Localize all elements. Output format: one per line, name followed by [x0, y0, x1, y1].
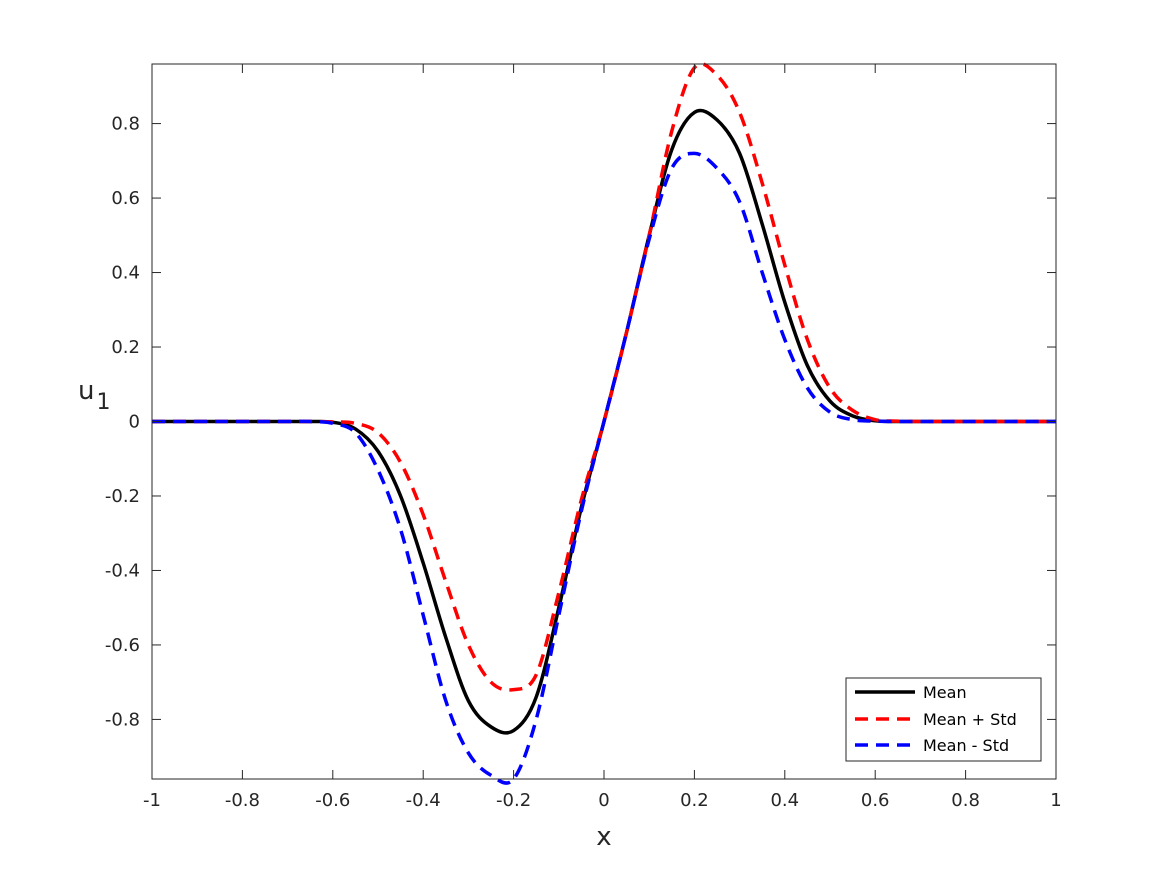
x-tick-label: 0.6: [861, 790, 890, 811]
y-axis-label-main: u: [78, 376, 94, 406]
tick-marks: [151, 64, 1057, 779]
y-axis-label-subscript: 1: [96, 390, 110, 415]
x-axis-label: x: [596, 822, 611, 852]
x-tick-labels: -1 -0.8 -0.6 -0.4 -0.2 0 0.2 0.4 0.6 0.8 1: [143, 790, 1062, 811]
x-tick-label: -0.8: [225, 790, 260, 811]
y-axis-label: u1: [78, 376, 110, 415]
x-tick-label: 0.8: [951, 790, 980, 811]
y-tick-label: 0.6: [111, 188, 140, 209]
y-tick-label: 0.2: [111, 337, 140, 358]
x-tick-label: 1: [1050, 790, 1061, 811]
x-tick-label: 0.4: [770, 790, 799, 811]
series-line-mean-std: [152, 62, 1056, 692]
y-tick-label: 0.8: [111, 114, 140, 135]
series-line-mean-std: [152, 151, 1056, 785]
series-layer: [152, 62, 1056, 785]
x-tick-label: -0.4: [406, 790, 441, 811]
y-tick-label: -0.4: [105, 560, 140, 581]
legend-label-mean-minus-std: Mean - Std: [923, 736, 1009, 755]
y-tick-labels: -0.8 -0.6 -0.4 -0.2 0 0.2 0.4 0.6 0.8: [105, 114, 140, 731]
legend-label-mean-plus-std: Mean + Std: [923, 710, 1017, 729]
x-tick-label: -1: [143, 790, 161, 811]
axes-box: [151, 63, 1057, 780]
y-tick-label: -0.2: [105, 486, 140, 507]
legend: Mean Mean + Std Mean - Std: [845, 677, 1042, 762]
legend-label-mean: Mean: [923, 683, 967, 702]
y-tick-label: 0.4: [111, 263, 140, 284]
y-tick-label: 0: [129, 412, 140, 433]
x-tick-label: -0.6: [315, 790, 350, 811]
x-tick-label: 0.2: [680, 790, 709, 811]
y-tick-label: -0.6: [105, 635, 140, 656]
x-tick-label: -0.2: [496, 790, 531, 811]
y-tick-label: -0.8: [105, 709, 140, 730]
x-tick-label: 0: [598, 790, 609, 811]
